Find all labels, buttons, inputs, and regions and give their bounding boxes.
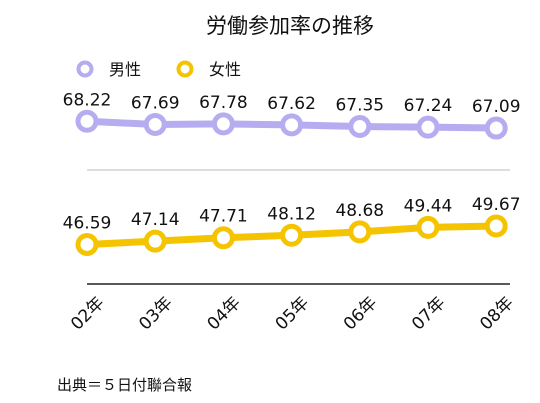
x-tick-label: 04年 [204,293,245,334]
data-point [75,232,99,256]
data-point [416,215,440,239]
data-label: 67.24 [404,96,453,116]
legend-marker-male [76,60,94,78]
data-label: 47.14 [131,210,180,230]
data-point [416,115,440,139]
x-tick-label: 08年 [476,293,517,334]
data-point [280,113,304,137]
data-point [348,220,372,244]
legend-label: 女性 [209,60,241,79]
grid [87,169,510,285]
legend-marker-female [176,60,194,78]
x-tick-label: 03年 [135,293,176,334]
x-axis-ticks: 02年 03年 04年 05年 06年 07年 08年 [67,293,518,334]
source-note: 出典＝５日付聯合報 [57,376,193,394]
data-point [75,109,99,133]
legend: 男性 女性 [76,60,241,79]
data-label: 67.69 [131,93,180,113]
data-point [348,115,372,138]
data-label: 68.22 [63,90,112,110]
data-point [280,223,304,247]
data-label: 48.12 [267,204,316,224]
data-point [143,229,167,253]
x-tick-label: 06年 [340,293,381,334]
data-label: 49.67 [472,195,521,215]
data-label: 67.78 [199,93,248,113]
data-label: 49.44 [404,196,453,216]
data-point [211,226,235,250]
chart-title: 労働参加率の推移 [206,14,374,38]
series-layer: 68.22 67.69 67.78 67.62 67.35 67.24 67.09 46.59… [63,90,521,256]
data-label: 46.59 [63,213,112,233]
x-tick-label: 07年 [408,293,449,334]
data-label: 67.62 [267,94,316,114]
x-tick-label: 02年 [67,293,108,334]
data-point [484,214,508,238]
data-point [143,112,167,136]
data-label: 67.35 [335,96,384,116]
data-label: 67.09 [472,97,521,117]
line-chart: 労働参加率の推移 男性 女性 68.22 67.69 67.78 67.62 67.35 6… [63,14,521,334]
data-label: 48.68 [335,201,384,221]
data-point [211,112,235,136]
data-label: 47.71 [199,207,248,227]
legend-label: 男性 [109,60,141,79]
series-male: 68.22 67.69 67.78 67.62 67.35 67.24 67.09 [63,90,521,140]
data-point [484,116,508,140]
series-female: 46.59 47.14 47.71 48.12 48.68 49.44 49.67 [63,195,521,256]
x-tick-label: 05年 [272,293,313,334]
